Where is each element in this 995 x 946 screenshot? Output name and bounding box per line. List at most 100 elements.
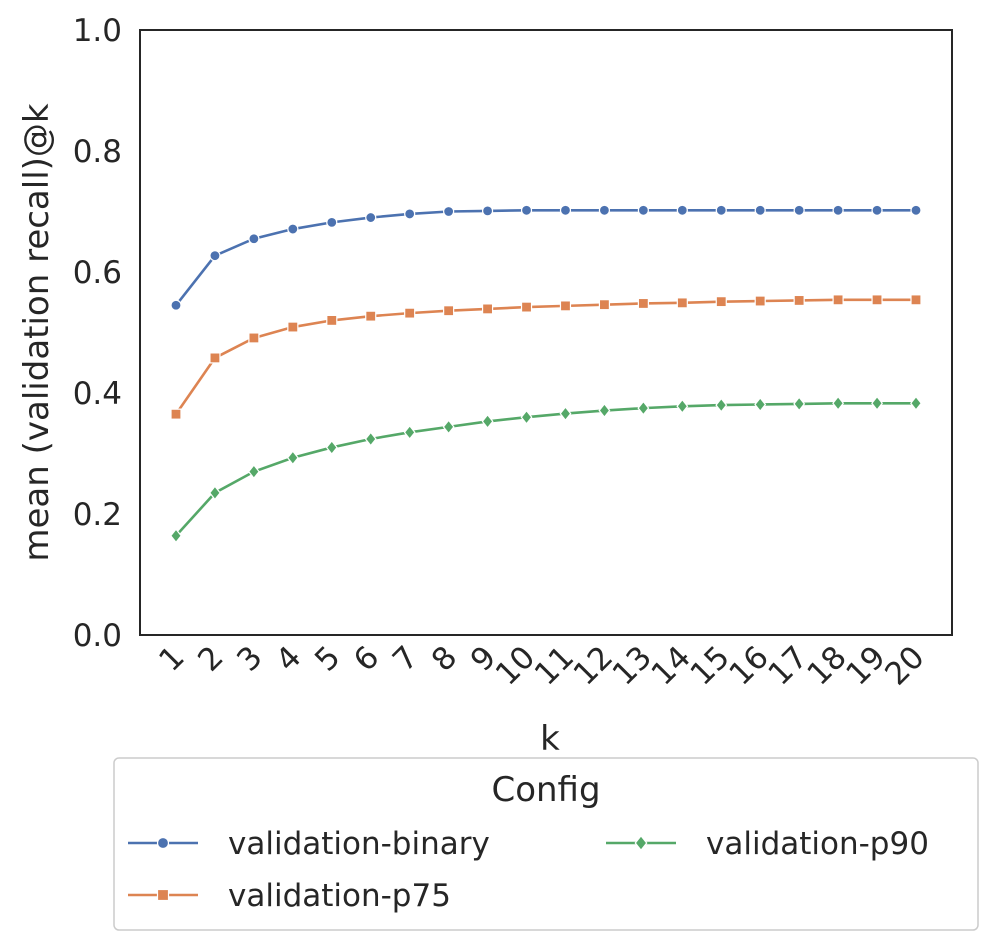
series-line <box>174 208 916 307</box>
y-tick-label: 1.0 <box>73 13 122 49</box>
circle-marker <box>559 204 572 216</box>
circle-marker <box>715 204 727 216</box>
diamond-marker <box>442 419 455 435</box>
diamond-marker <box>170 528 182 544</box>
diamond-marker <box>403 424 416 440</box>
circle-marker <box>365 211 377 224</box>
square-marker <box>326 314 338 326</box>
circle-marker <box>326 216 338 228</box>
series-validation-binary <box>170 204 922 311</box>
circle-marker <box>287 223 299 235</box>
series-line <box>175 401 916 537</box>
square-marker <box>404 307 416 319</box>
square-marker <box>287 321 299 333</box>
circle-marker <box>871 204 883 216</box>
square-marker <box>156 888 170 902</box>
legend-label: validation-binary <box>228 826 490 862</box>
legend-item-validation-binary: validation-binary <box>128 826 490 862</box>
legend-title: Config <box>491 770 600 810</box>
diamond-marker <box>637 400 650 416</box>
diamond-marker <box>871 395 884 411</box>
y-tick-label: 0.6 <box>73 255 122 291</box>
diamond-marker <box>364 431 377 447</box>
circle-marker <box>170 299 182 311</box>
series-line <box>174 298 916 415</box>
diamond-marker <box>247 464 260 480</box>
x-tick-label: 4 <box>269 639 308 678</box>
diamond-marker <box>793 396 806 412</box>
circle-marker <box>404 208 416 220</box>
x-tick-label: 8 <box>425 639 464 678</box>
diamond-marker <box>910 395 922 411</box>
legend-item-validation-p90: validation-p90 <box>606 826 929 862</box>
x-tick-label: 2 <box>191 639 230 678</box>
diamond-marker <box>520 409 533 425</box>
legend-box <box>113 757 979 931</box>
y-tick-label: 0.2 <box>73 497 122 533</box>
diamond-marker <box>676 398 689 414</box>
x-axis-label: k <box>540 719 560 759</box>
square-marker <box>481 303 494 315</box>
plot-area-frame <box>139 29 953 636</box>
diamond-marker <box>325 439 338 455</box>
x-tick-label: 1 <box>152 639 191 678</box>
circle-marker <box>793 204 805 216</box>
diamond-marker <box>634 834 648 852</box>
circle-marker <box>248 233 260 245</box>
circle-marker <box>637 204 649 216</box>
diamond-marker <box>832 395 845 411</box>
circle-marker <box>209 250 221 262</box>
circle-marker <box>481 205 494 217</box>
x-tick-label: 20 <box>878 639 931 692</box>
square-marker <box>754 295 766 307</box>
y-axis-label: mean (validation recall)@k <box>17 103 57 562</box>
square-marker <box>871 294 883 306</box>
diamond-marker <box>715 397 728 413</box>
y-axis-ticks: 0.0 0.2 0.4 0.6 0.8 1.0 <box>73 13 122 654</box>
x-tick-label: 6 <box>347 639 386 678</box>
x-tick-label: 5 <box>308 639 347 678</box>
circle-marker <box>676 204 688 216</box>
legend-item-validation-p75: validation-p75 <box>128 878 451 914</box>
circle-marker <box>520 204 533 216</box>
square-marker <box>715 296 727 308</box>
x-tick-label: 3 <box>230 639 269 678</box>
square-marker <box>520 301 533 313</box>
circle-marker <box>443 205 455 218</box>
series-layer <box>170 204 922 544</box>
circle-marker <box>598 204 611 216</box>
y-tick-label: 0.8 <box>73 134 122 170</box>
circle-marker <box>754 204 766 216</box>
square-marker <box>209 352 221 364</box>
circle-marker <box>832 204 844 216</box>
legend-label: validation-p90 <box>706 826 929 862</box>
series-validation-p90 <box>170 395 922 544</box>
diamond-marker <box>559 406 572 422</box>
square-marker <box>365 310 377 322</box>
square-marker <box>248 332 260 344</box>
square-marker <box>443 305 455 317</box>
diamond-marker <box>481 413 494 429</box>
diamond-marker <box>598 403 611 419</box>
square-marker <box>598 299 611 311</box>
circle-marker <box>910 204 922 216</box>
square-marker <box>559 300 572 312</box>
series-validation-p75 <box>170 294 922 420</box>
diamond-marker <box>208 485 221 501</box>
square-marker <box>676 297 688 309</box>
legend-label: validation-p75 <box>228 878 451 914</box>
y-tick-label: 0.4 <box>73 376 122 412</box>
square-marker <box>170 408 182 420</box>
y-tick-label: 0.0 <box>73 618 122 654</box>
legend: Config validation-binary validation-p90va… <box>113 757 979 931</box>
circle-marker <box>156 836 170 850</box>
diamond-marker <box>754 397 767 412</box>
square-marker <box>832 294 844 306</box>
legend-items: validation-binary validation-p90 validatio… <box>128 826 929 914</box>
x-tick-label: 7 <box>386 639 425 678</box>
diamond-marker <box>286 450 299 466</box>
square-marker <box>637 297 649 310</box>
square-marker <box>910 294 922 306</box>
